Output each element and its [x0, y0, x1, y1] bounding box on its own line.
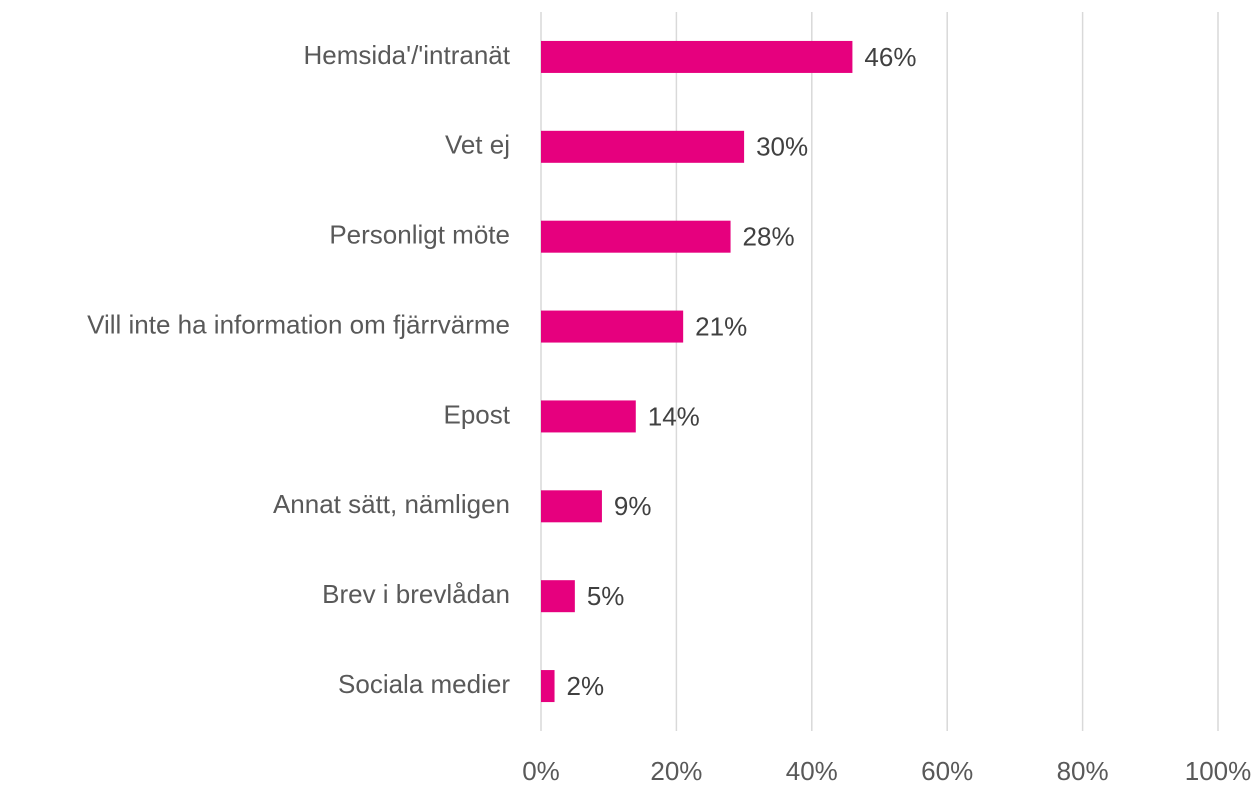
value-label: 30% [756, 132, 808, 162]
x-tick-label: 40% [786, 756, 838, 786]
bar [541, 220, 731, 253]
bar [541, 310, 684, 343]
bar [541, 580, 575, 613]
value-label: 2% [567, 671, 605, 701]
y-tick-label: Vill inte ha information om fjärrvärme [87, 309, 510, 339]
bar [541, 490, 602, 523]
x-tick-label: 60% [921, 756, 973, 786]
value-label: 21% [695, 311, 747, 341]
bar [541, 40, 853, 73]
value-label: 5% [587, 581, 625, 611]
value-label: 9% [614, 491, 652, 521]
x-tick-label: 80% [1057, 756, 1109, 786]
x-tick-label: 100% [1185, 756, 1252, 786]
y-tick-label: Epost [444, 399, 511, 429]
y-tick-label: Brev i brevlådan [322, 579, 510, 609]
value-label: 28% [743, 222, 795, 252]
value-label: 46% [864, 42, 916, 72]
bar [541, 130, 745, 163]
y-tick-label: Annat sätt, nämligen [273, 489, 510, 519]
y-tick-label: Hemsida'/'intranät [304, 40, 511, 70]
value-label: 14% [648, 401, 700, 431]
x-tick-label: 20% [650, 756, 702, 786]
y-tick-label: Sociala medier [338, 669, 510, 699]
y-tick-label: Personligt möte [329, 220, 510, 250]
bar [541, 400, 636, 433]
bar [541, 670, 555, 703]
y-tick-label: Vet ej [445, 130, 510, 160]
x-tick-label: 0% [522, 756, 560, 786]
